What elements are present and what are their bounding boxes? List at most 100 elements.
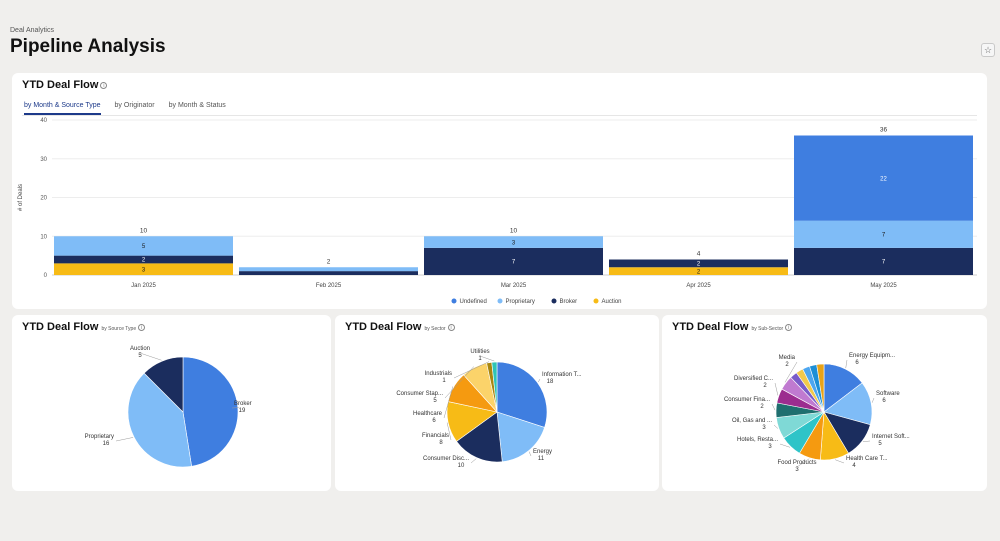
card-title: YTD Deal Flow i (22, 79, 108, 91)
x-tick-label: Mar 2025 (501, 283, 527, 289)
y-tick-label: 40 (40, 118, 47, 124)
data-label: 3 (142, 267, 146, 273)
leader-line (479, 355, 495, 362)
slice-label: Industrials (425, 371, 452, 377)
x-tick-label: Feb 2025 (316, 283, 342, 289)
card-title: YTD Deal Flow by Sector i (345, 321, 455, 333)
slice-label: Consumer Stap... (396, 391, 443, 397)
leader-line (796, 458, 810, 468)
slice-label: Broker (234, 401, 252, 407)
slice-value: 3 (795, 467, 799, 473)
slice-label: Software (876, 391, 900, 397)
slice-label: Energy Equipm... (849, 353, 895, 359)
y-tick-label: 20 (40, 196, 47, 202)
legend-label: Proprietary (506, 299, 535, 305)
x-tick-label: Apr 2025 (686, 283, 711, 289)
y-tick-label: 0 (44, 273, 48, 279)
slice-label: Information T... (542, 372, 582, 378)
source-type-card: YTD Deal Flow by Source Type i Broker 19 Pr… (12, 315, 331, 491)
leader-line (470, 458, 477, 464)
x-tick-label: Jan 2025 (131, 283, 156, 289)
slice-value: 11 (538, 456, 545, 462)
pie-slice (456, 411, 503, 463)
slice-value: 16 (103, 441, 110, 447)
card-title: YTD Deal Flow by Source Type i (22, 321, 146, 333)
legend-swatch (451, 298, 457, 304)
card-title-text: YTD Deal Flow (22, 321, 99, 333)
leader-line (115, 437, 134, 442)
star-icon[interactable]: ☆ (981, 43, 995, 57)
slice-value: 2 (785, 362, 789, 368)
data-label: 5 (142, 244, 146, 250)
slice-value: 3 (762, 425, 766, 431)
x-tick-label: May 2025 (870, 283, 897, 289)
bar-segment-broker (54, 255, 233, 264)
bar-segment-proprietary (424, 236, 603, 248)
card-title-text: YTD Deal Flow (672, 321, 749, 333)
slice-label: Health Care T... (846, 456, 888, 462)
slice-value: 1 (478, 356, 482, 362)
y-axis-label: # of Deals (18, 184, 24, 211)
info-icon[interactable]: i (447, 323, 455, 331)
tab-month-source[interactable]: by Month & Source Type (24, 100, 101, 115)
stacked-bar-chart: 0 10 20 30 40 # of Deals 3 2 5 10 Jan 2025 2 Feb 202… (18, 118, 977, 305)
card-subtitle: by Sub-Sector (751, 326, 784, 332)
slice-value: 2 (760, 404, 764, 410)
divider (22, 115, 977, 116)
slice-value: 6 (432, 418, 436, 424)
leader-line (774, 382, 779, 396)
card-title-text: YTD Deal Flow (345, 321, 422, 333)
pie-slice (143, 356, 184, 413)
slice-value: 3 (768, 444, 772, 450)
slice-value: 2 (763, 383, 767, 389)
breadcrumb[interactable]: Deal Analytics (10, 27, 54, 34)
slice-label: Internet Soft... (872, 434, 910, 440)
legend-label: Broker (560, 299, 578, 305)
leader-line (443, 386, 454, 419)
sector-card: YTD Deal Flow by Sector i Information T..… (335, 315, 659, 491)
bar-segment-undefined (794, 135, 973, 221)
slice-label: Consumer Disc... (423, 456, 469, 462)
legend-swatch (497, 298, 503, 304)
legend-swatch (593, 298, 599, 304)
leader-line (779, 443, 791, 448)
slice-label: Media (779, 355, 796, 361)
tab-bar: by Month & Source Type by Originator by … (24, 100, 226, 115)
bar-total-label: 10 (140, 227, 148, 234)
info-icon[interactable]: i (100, 81, 108, 89)
leader-line (784, 361, 798, 383)
bar-total-label: 36 (880, 127, 888, 134)
leader-line (773, 424, 779, 429)
deal-flow-card: YTD Deal Flow i by Month & Source Type by… (12, 73, 987, 309)
slice-value: 10 (458, 463, 465, 469)
leader-line (139, 352, 162, 361)
leader-line (538, 378, 541, 383)
slice-label: Utilities (470, 349, 489, 355)
leader-line (453, 361, 490, 379)
leader-line (871, 397, 875, 403)
slice-value: 8 (439, 440, 443, 446)
pie-slice (496, 411, 545, 463)
slice-value: 5 (138, 353, 142, 359)
info-icon[interactable]: i (138, 323, 146, 331)
pie-slice (182, 356, 239, 467)
slice-label: Auction (130, 346, 150, 352)
slice-value: 5 (433, 398, 437, 404)
info-icon[interactable]: i (785, 323, 793, 331)
tab-month-status[interactable]: by Month & Status (168, 102, 226, 109)
bar-segment-broker (794, 247, 973, 275)
pie-slice (496, 361, 548, 428)
bar-segment-proprietary (54, 236, 233, 256)
bar-segment-proprietary (239, 267, 418, 272)
page-title: Pipeline Analysis (10, 36, 166, 57)
data-label: 7 (882, 260, 886, 266)
leader-line (835, 459, 845, 464)
pie-slice (816, 363, 825, 413)
slice-label: Proprietary (85, 434, 114, 440)
tab-originator[interactable]: by Originator (114, 102, 155, 109)
data-label: 22 (880, 176, 887, 182)
data-label: 7 (882, 233, 886, 239)
